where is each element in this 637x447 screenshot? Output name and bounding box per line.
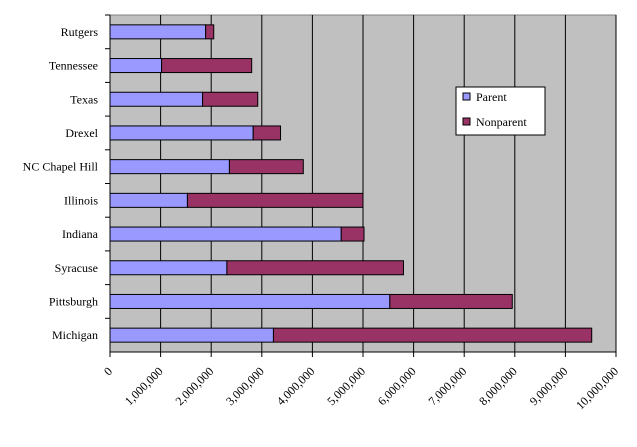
- x-tick-label: 10,000,000: [573, 364, 621, 412]
- bar-nonparent: [161, 58, 253, 74]
- legend-label: Nonparent: [476, 115, 527, 129]
- x-tick-label: 1,000,000: [122, 364, 166, 408]
- bar-parent: [109, 226, 342, 242]
- bar-parent: [109, 260, 228, 276]
- x-tick-label: 4,000,000: [274, 364, 318, 408]
- bar-nonparent: [202, 91, 259, 107]
- x-tick-label: 3,000,000: [223, 364, 267, 408]
- bar-nonparent: [272, 327, 593, 343]
- bar-parent: [109, 24, 207, 40]
- legend-label: Parent: [476, 90, 507, 104]
- legend-swatch: [462, 117, 471, 126]
- bar-nonparent: [340, 226, 365, 242]
- bar-parent: [109, 159, 230, 175]
- bar-nonparent: [186, 192, 364, 208]
- x-tick-label: 2,000,000: [172, 364, 216, 408]
- bar-nonparent: [226, 260, 404, 276]
- legend: [455, 86, 546, 136]
- y-tick-label: Drexel: [65, 126, 98, 140]
- bar-parent: [109, 125, 254, 141]
- bar-nonparent: [228, 159, 304, 175]
- y-tick-label: Indiana: [62, 227, 99, 241]
- bar-nonparent: [205, 24, 215, 40]
- bar-parent: [109, 91, 204, 107]
- legend-swatch: [462, 92, 471, 101]
- y-tick-label: Rutgers: [61, 25, 99, 39]
- y-tick-label: Texas: [70, 92, 98, 106]
- bar-nonparent: [389, 293, 513, 309]
- bar-parent: [109, 192, 188, 208]
- y-tick-label: NC Chapel Hill: [23, 160, 99, 174]
- x-tick-label: 7,000,000: [425, 364, 469, 408]
- bar-parent: [109, 58, 163, 74]
- y-tick-label: Tennessee: [49, 59, 98, 73]
- y-tick-label: Pittsburgh: [49, 294, 98, 308]
- x-tick-label: 8,000,000: [476, 364, 520, 408]
- x-tick-label: 5,000,000: [324, 364, 368, 408]
- y-tick-label: Illinois: [64, 193, 98, 207]
- bar-parent: [109, 293, 391, 309]
- x-tick-label: 0: [101, 364, 115, 378]
- bar-nonparent: [252, 125, 282, 141]
- y-tick-label: Syracuse: [55, 261, 98, 275]
- y-tick-label: Michigan: [52, 328, 98, 342]
- bar-parent: [109, 327, 274, 343]
- x-tick-label: 9,000,000: [527, 364, 571, 408]
- x-tick-label: 6,000,000: [375, 364, 419, 408]
